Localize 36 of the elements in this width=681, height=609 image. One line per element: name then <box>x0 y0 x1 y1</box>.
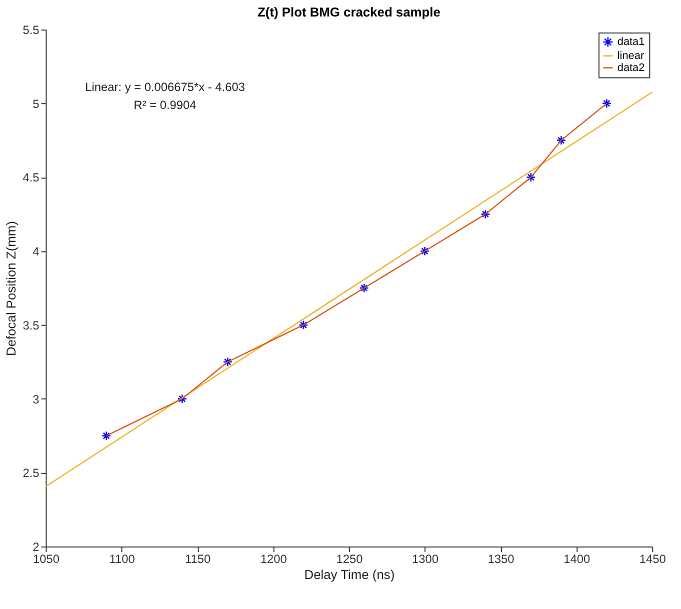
point <box>222 357 232 367</box>
annotation: Linear: y = 0.006675*x - 4.603 <box>85 80 246 94</box>
x-tick-label: 1400 <box>564 552 590 566</box>
y-tick-label: 5.5 <box>22 23 40 38</box>
legend-label: data2 <box>617 62 645 74</box>
x-tick-label: 1350 <box>488 552 515 566</box>
y-tick-label: 2 <box>32 540 40 554</box>
point <box>359 283 369 293</box>
y-tick-label: 3 <box>32 392 40 406</box>
y-tick-label: 2.5 <box>22 466 40 480</box>
point <box>526 172 536 182</box>
legend-label: linear <box>617 50 644 62</box>
y-axis-title: Defocal Position Z(mm) <box>4 221 19 356</box>
y-tick-label: 4 <box>32 244 40 259</box>
point <box>602 98 612 108</box>
x-tick-label: 1150 <box>185 552 212 566</box>
y-tick-label: 4.5 <box>22 170 40 185</box>
chart-title: Z(t) Plot BMG cracked sample <box>258 4 440 20</box>
point <box>420 246 430 256</box>
x-tick-label: 1050 <box>32 552 60 566</box>
x-tick-label: 1450 <box>639 552 666 566</box>
x-axis-title: Delay Time (ns) <box>304 566 395 582</box>
y-tick-label: 5 <box>32 96 40 111</box>
point <box>298 320 308 330</box>
x-tick-label: 1300 <box>412 552 439 566</box>
x-tick-label: 1250 <box>336 552 364 566</box>
y-tick-label: 3.5 <box>22 318 40 332</box>
annotation: R² = 0.9904 <box>134 98 197 112</box>
point <box>480 209 490 219</box>
point <box>102 430 112 441</box>
line-series <box>106 102 608 436</box>
legend-label: data1 <box>617 36 645 48</box>
x-tick-label: 1200 <box>260 552 288 566</box>
point <box>177 394 187 404</box>
x-tick-label: 1100 <box>109 552 136 566</box>
point <box>556 136 566 146</box>
